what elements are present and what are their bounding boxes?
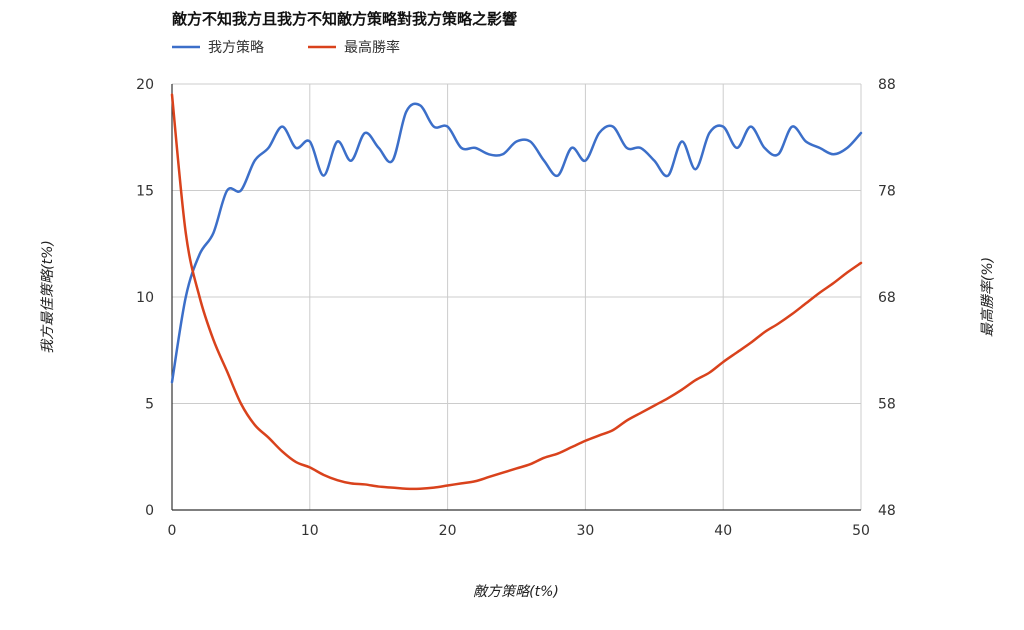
y-right-tick-label: 48: [878, 503, 896, 519]
x-tick-label: 10: [301, 523, 319, 539]
legend: 我方策略 最高勝率: [172, 39, 400, 56]
y-right-tick-label: 68: [878, 290, 896, 306]
legend-label-2: 最高勝率: [344, 39, 400, 56]
chart-title: 敵方不知我方且我方不知敵方策略對我方策略之影響: [172, 10, 517, 28]
series-line-2: [170, 93, 863, 491]
legend-label-1: 我方策略: [208, 39, 264, 56]
x-tick-label: 20: [439, 523, 457, 539]
series-line-1: [170, 102, 863, 384]
grid-lines: [172, 83, 862, 510]
y-right-tick-label: 78: [878, 184, 896, 200]
x-tick-label: 0: [168, 523, 177, 539]
x-tick-label: 30: [576, 523, 594, 539]
y-left-tick-label: 5: [145, 397, 154, 413]
y-axis-label-right: 最高勝率(%): [980, 257, 996, 337]
y-left-tick-label: 0: [145, 503, 154, 519]
y-left-tick-label: 20: [136, 77, 154, 93]
x-tick-label: 50: [852, 523, 870, 539]
y-right-tick-label: 58: [878, 397, 896, 413]
y-left-tick-label: 10: [136, 290, 154, 306]
x-axis-label: 敵方策略(t%): [473, 584, 559, 600]
x-tick-label: 40: [714, 523, 732, 539]
axes: [171, 84, 861, 511]
series-lines: [170, 93, 863, 491]
y-axis-label-left: 我方最佳策略(t%): [40, 240, 56, 354]
y-right-tick-label: 88: [878, 77, 896, 93]
y-left-tick-label: 15: [136, 184, 154, 200]
tick-labels: 0 5 10 15 20 48 58 68 78 88 0 10 20 30 40 50: [136, 77, 896, 539]
